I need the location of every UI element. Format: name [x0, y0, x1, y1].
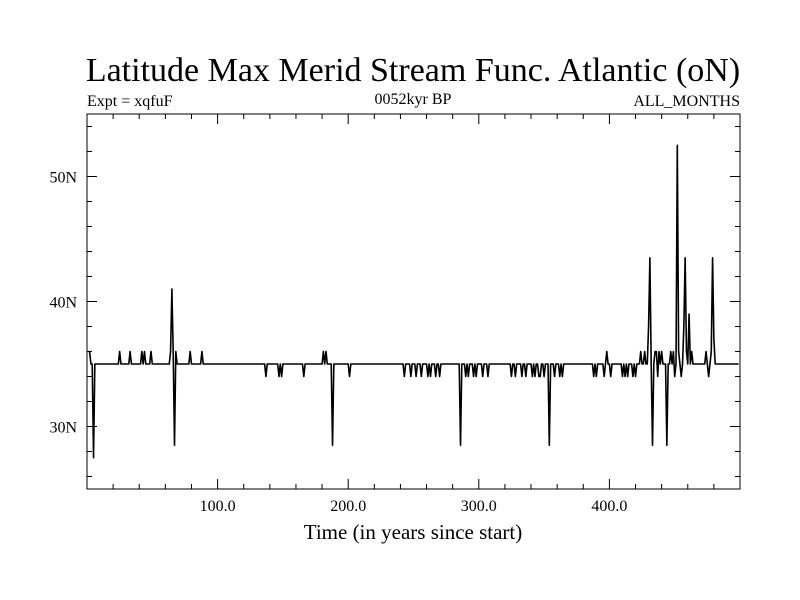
- plot-frame: [86, 113, 741, 490]
- subtitle-left: Expt = xqfuF: [87, 93, 173, 110]
- x-tick-label: 100.0: [200, 498, 236, 515]
- y-tick-label: 50N: [49, 170, 77, 187]
- y-axis: 30N 40N 50N: [49, 126, 740, 477]
- y-tick-label: 40N: [49, 295, 77, 312]
- x-tick-label: 400.0: [591, 498, 627, 515]
- plot-area: [88, 144, 739, 459]
- series-line: [88, 144, 739, 459]
- x-tick-label: 200.0: [330, 498, 366, 515]
- y-tick-label: 30N: [49, 420, 77, 437]
- x-tick-label: 300.0: [461, 498, 497, 515]
- subtitle-right: ALL_MONTHS: [633, 93, 740, 110]
- chart-title: Latitude Max Merid Stream Func. Atlantic…: [86, 52, 740, 89]
- subtitle-center: 0052kyr BP: [375, 91, 452, 108]
- x-axis: 100.0 200.0 300.0 400.0: [112, 114, 715, 515]
- x-axis-label: Time (in years since start): [304, 520, 523, 544]
